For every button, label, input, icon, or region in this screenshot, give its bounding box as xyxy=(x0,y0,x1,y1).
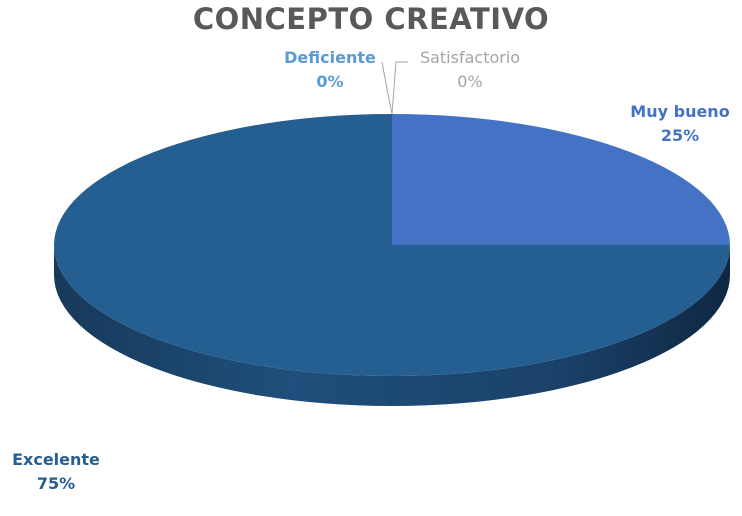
pie-side-wall xyxy=(54,245,730,406)
leader-line-deficiente xyxy=(381,61,393,115)
category-label-muy-bueno: Muy bueno xyxy=(630,102,730,121)
pie-depth-side xyxy=(54,245,730,406)
value-label-muy-bueno: 25% xyxy=(660,126,700,145)
category-label-deficiente: Deficiente xyxy=(284,48,376,67)
leader-line-satisfactorio xyxy=(391,61,408,115)
category-label-excelente: Excelente xyxy=(12,450,100,469)
data-label-excelente: Excelente 75% xyxy=(0,448,112,496)
data-label-muy-bueno: Muy bueno 25% xyxy=(615,100,742,148)
pie-slice-excelente xyxy=(54,114,730,376)
pie-leader-lines xyxy=(381,61,408,115)
value-label-satisfactorio: 0% xyxy=(457,72,483,91)
data-label-satisfactorio: Satisfactorio 0% xyxy=(400,46,540,94)
pie-slice-muy-bueno xyxy=(392,114,730,245)
value-label-deficiente: 0% xyxy=(316,72,344,91)
category-label-satisfactorio: Satisfactorio xyxy=(419,48,521,67)
chart-title: CONCEPTO CREATIVO xyxy=(192,2,550,36)
pie-slices xyxy=(54,114,730,376)
data-label-deficiente: Deficiente 0% xyxy=(270,46,390,94)
value-label-excelente: 75% xyxy=(36,474,76,493)
